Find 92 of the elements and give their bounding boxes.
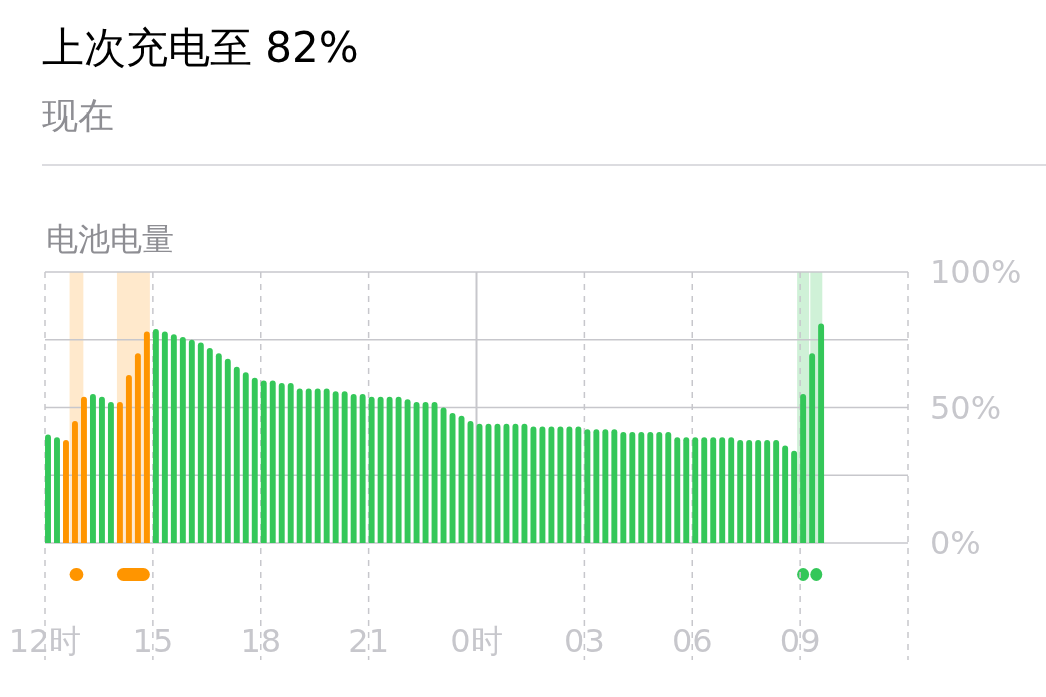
bar (116, 402, 123, 543)
chart-subtitle: 现在 (42, 95, 114, 136)
bar (332, 391, 339, 543)
bar (98, 396, 105, 543)
bar (80, 396, 87, 543)
y-tick-label: 0% (930, 524, 981, 562)
bar (548, 426, 555, 543)
bar (575, 426, 582, 543)
x-tick-label: 06 (671, 622, 713, 660)
bar (800, 393, 807, 543)
bar (737, 440, 744, 543)
bar (404, 399, 411, 543)
bar (638, 431, 645, 543)
bar (629, 431, 636, 543)
bar (512, 423, 519, 543)
bar (89, 393, 96, 543)
bar (269, 380, 276, 543)
bar (341, 391, 348, 543)
bar (602, 429, 609, 543)
bar (665, 431, 672, 543)
bar (260, 380, 267, 543)
bar (359, 393, 366, 543)
chart-title: 上次充电至 82% (42, 23, 359, 72)
bar (719, 437, 726, 543)
bar (521, 423, 528, 543)
bar (45, 434, 51, 543)
bar (647, 431, 654, 543)
bar (296, 388, 303, 543)
x-tick-label: 15 (132, 622, 174, 660)
y-tick-label: 50% (930, 388, 1002, 427)
bar (701, 437, 708, 543)
bar (305, 388, 312, 543)
bar (206, 347, 213, 543)
bar (746, 440, 753, 543)
bar (422, 402, 429, 543)
bar (539, 426, 546, 543)
bar (350, 393, 357, 543)
bar (233, 366, 240, 543)
bar (431, 402, 438, 543)
bar (566, 426, 573, 543)
y-axis-title: 电池电量 (46, 220, 174, 258)
bar (413, 402, 420, 543)
bar (764, 440, 771, 543)
bar (386, 396, 393, 543)
x-tick-label: 09 (779, 622, 821, 660)
bar (755, 440, 762, 543)
x-tick-label: 03 (564, 622, 605, 660)
bar (63, 440, 69, 543)
bar (323, 388, 330, 543)
bar (72, 421, 78, 543)
bar (197, 342, 204, 543)
bar (530, 426, 537, 543)
bar (692, 437, 699, 543)
bar (278, 383, 285, 543)
bar (503, 423, 510, 543)
bar (188, 339, 195, 543)
bar (395, 396, 402, 543)
bar (656, 431, 663, 543)
x-tick-label: 0时 (450, 622, 503, 660)
bar (143, 331, 150, 543)
x-tick-label: 21 (348, 622, 389, 660)
bar (179, 337, 186, 543)
bar (782, 445, 789, 543)
x-tick-label: 18 (240, 622, 282, 660)
bar (314, 388, 321, 543)
bar (242, 372, 249, 543)
x-tick-label: 12时 (8, 622, 82, 660)
bar (161, 331, 168, 543)
bar (107, 402, 114, 543)
bar (620, 431, 627, 543)
bar (557, 426, 564, 543)
bar (710, 437, 717, 543)
bar (674, 437, 681, 543)
bar (440, 407, 447, 543)
bar (728, 437, 735, 543)
bar (170, 334, 177, 543)
bar (368, 396, 375, 543)
bar (773, 440, 780, 543)
bar (584, 429, 591, 543)
bar (593, 429, 600, 543)
bar (377, 396, 384, 543)
bar (215, 353, 222, 543)
bar (224, 358, 231, 543)
bar (134, 353, 141, 543)
y-tick-label: 100% (930, 253, 1022, 291)
bar (125, 374, 132, 543)
bar (54, 437, 60, 543)
bar (683, 437, 690, 543)
bar (287, 383, 294, 543)
bar (152, 328, 159, 543)
bar (251, 377, 258, 543)
bar (611, 429, 618, 543)
